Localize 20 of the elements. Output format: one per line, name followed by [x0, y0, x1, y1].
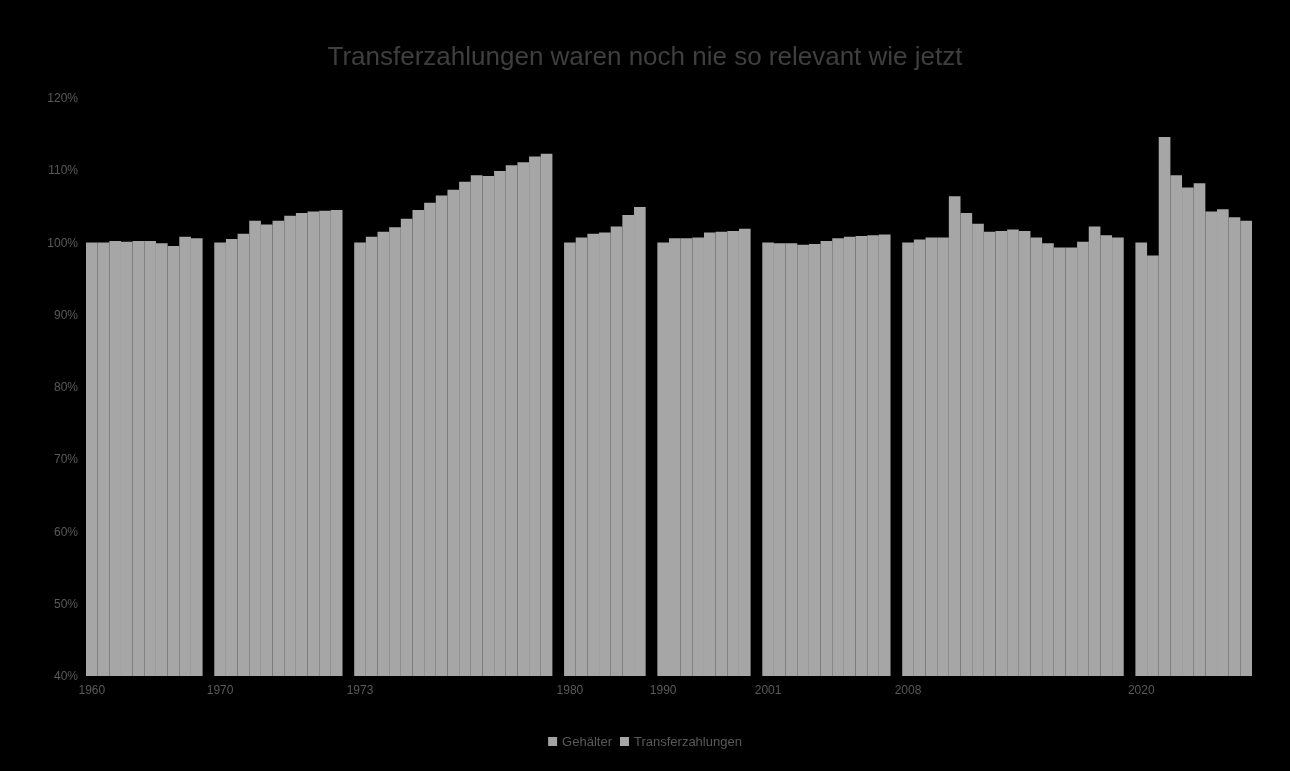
y-tick-label: 60% [53, 524, 79, 539]
y-tick-label: 90% [53, 307, 79, 322]
x-tick-label: 1980 [556, 683, 584, 697]
y-tick-label: 70% [53, 452, 79, 467]
y-tick-label: 40% [53, 669, 79, 683]
y-tick-label: 100% [47, 235, 79, 250]
legend-label: Transferzahlungen [633, 734, 742, 749]
x-tick-label: 1960 [78, 683, 106, 697]
x-tick-label: 1970 [206, 683, 234, 697]
y-tick-label: 110% [48, 163, 79, 178]
x-tick-label: 1990 [649, 683, 677, 697]
x-tick-label: 2008 [894, 683, 922, 697]
legend-label: Gehälter [562, 734, 613, 749]
x-tick-label: 2020 [1127, 683, 1155, 697]
y-tick-label: 50% [53, 596, 79, 611]
chart-title: Transferzahlungen waren noch nie so relevant wie jetzt [327, 41, 964, 71]
x-tick-label: 2001 [754, 683, 782, 697]
y-tick-label: 80% [53, 380, 79, 394]
y-tick-label: 120% [47, 91, 79, 105]
x-tick-label: 1973 [346, 683, 374, 697]
